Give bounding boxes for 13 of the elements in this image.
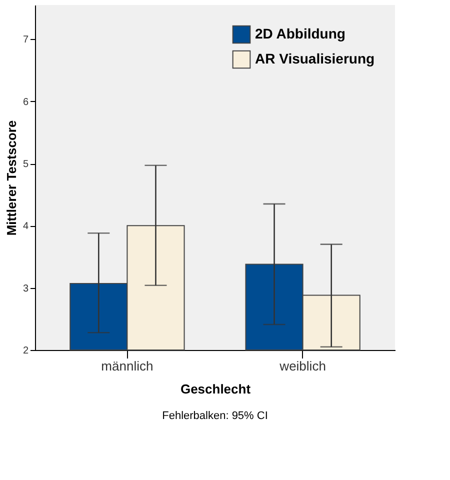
- y-tick-label: 3: [22, 283, 29, 294]
- y-axis-title: Mittlerer Testscore: [4, 120, 19, 236]
- y-tick-label: 2: [22, 346, 29, 356]
- y-tick-label: 4: [22, 221, 29, 232]
- legend-label: AR Visualisierung: [255, 50, 375, 66]
- y-tick-label: 6: [22, 96, 29, 108]
- x-axis-title: Geschlecht: [180, 382, 252, 396]
- x-tick-label: männlich: [101, 358, 154, 374]
- y-tick-label: 5: [22, 159, 29, 170]
- y-tick-label: 7: [22, 34, 29, 46]
- text: Fehlerbalken: 95% CI: [162, 410, 268, 422]
- x-tick-label: weiblich: [278, 358, 326, 374]
- legend-label: 2D Abbildung: [255, 26, 346, 42]
